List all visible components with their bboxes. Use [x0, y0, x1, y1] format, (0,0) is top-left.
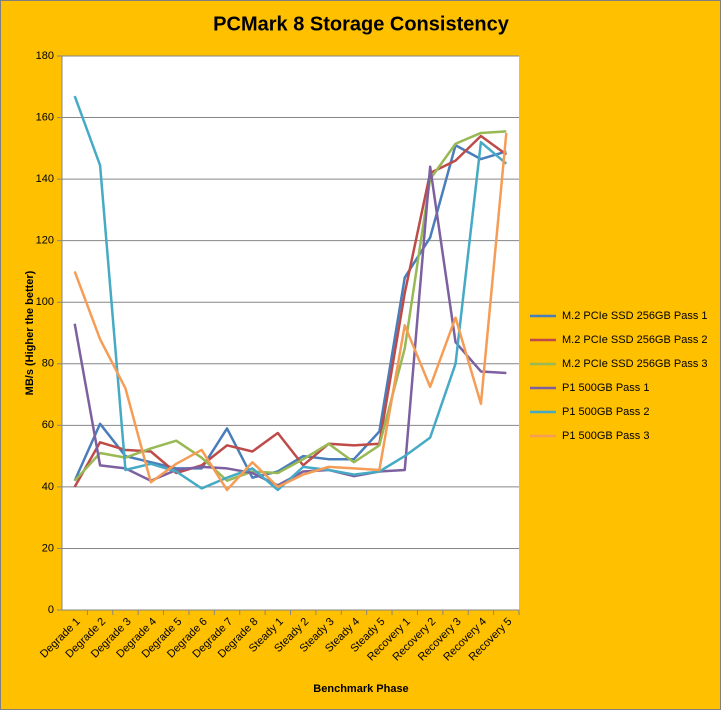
y-axis-title: MB/s (Higher the better): [24, 270, 36, 395]
y-tick-label: 180: [36, 50, 54, 62]
y-tick-label: 160: [36, 111, 54, 123]
y-tick-label: 60: [42, 419, 54, 431]
x-axis-title: Benchmark Phase: [313, 683, 408, 695]
y-tick-label: 120: [36, 235, 54, 247]
y-tick-label: 0: [48, 604, 54, 616]
legend-label: P1 500GB Pass 1: [562, 382, 649, 394]
y-tick-label: 20: [42, 542, 54, 554]
y-tick-label: 100: [36, 296, 54, 308]
chart-title: PCMark 8 Storage Consistency: [213, 13, 510, 35]
legend-label: M.2 PCIe SSD 256GB Pass 2: [562, 334, 708, 346]
y-tick-label: 40: [42, 481, 54, 493]
series-line: [73, 132, 508, 492]
y-tick-label: 140: [36, 173, 54, 185]
legend-label: M.2 PCIe SSD 256GB Pass 1: [562, 310, 708, 322]
y-tick-label: 80: [42, 358, 54, 370]
plot-area: [62, 56, 519, 610]
legend-label: P1 500GB Pass 2: [562, 406, 649, 418]
series-line: [73, 130, 507, 482]
legend-label: M.2 PCIe SSD 256GB Pass 3: [562, 358, 708, 370]
legend-label: P1 500GB Pass 3: [562, 430, 649, 442]
series-line: [73, 144, 507, 482]
